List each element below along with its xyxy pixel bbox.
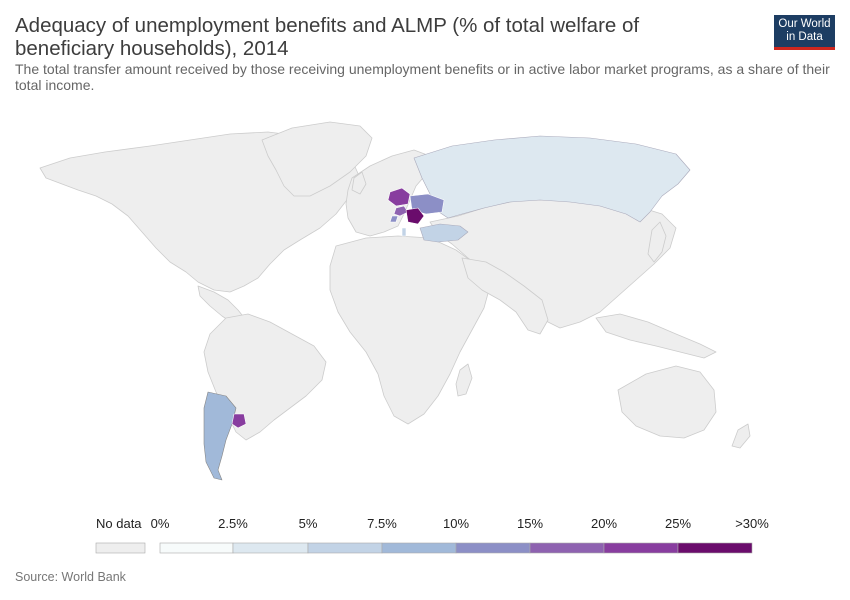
land-africa[interactable]	[329, 235, 491, 425]
logo-line-1: Our World	[778, 18, 831, 30]
logo-line-2: in Data	[786, 31, 823, 43]
land-uk[interactable]	[351, 171, 367, 195]
chart-subtitle: The total transfer amount received by th…	[15, 61, 830, 93]
country-uruguay[interactable]	[231, 413, 247, 429]
land-southeast-asia[interactable]	[595, 313, 717, 359]
land-madagascar[interactable]	[455, 363, 473, 397]
country-romania[interactable]	[405, 207, 425, 225]
source-note: Source: World Bank	[15, 570, 126, 584]
owid-logo[interactable]: Our World in Data	[774, 15, 835, 50]
land-south-asia[interactable]	[461, 257, 549, 335]
country-argentina[interactable]	[203, 391, 237, 481]
land-new-zealand[interactable]	[731, 423, 751, 449]
country-turkey[interactable]	[419, 223, 469, 243]
country-russia[interactable]	[413, 135, 691, 223]
country-albania[interactable]	[401, 227, 407, 237]
country-croatia[interactable]	[389, 215, 399, 223]
land-greenland[interactable]	[261, 121, 373, 197]
country-poland[interactable]	[387, 187, 411, 207]
chart-title: Adequacy of unemployment benefits and AL…	[15, 14, 640, 60]
country-hungary[interactable]	[393, 205, 409, 217]
land-australia[interactable]	[617, 365, 717, 439]
land-japan[interactable]	[647, 221, 667, 263]
